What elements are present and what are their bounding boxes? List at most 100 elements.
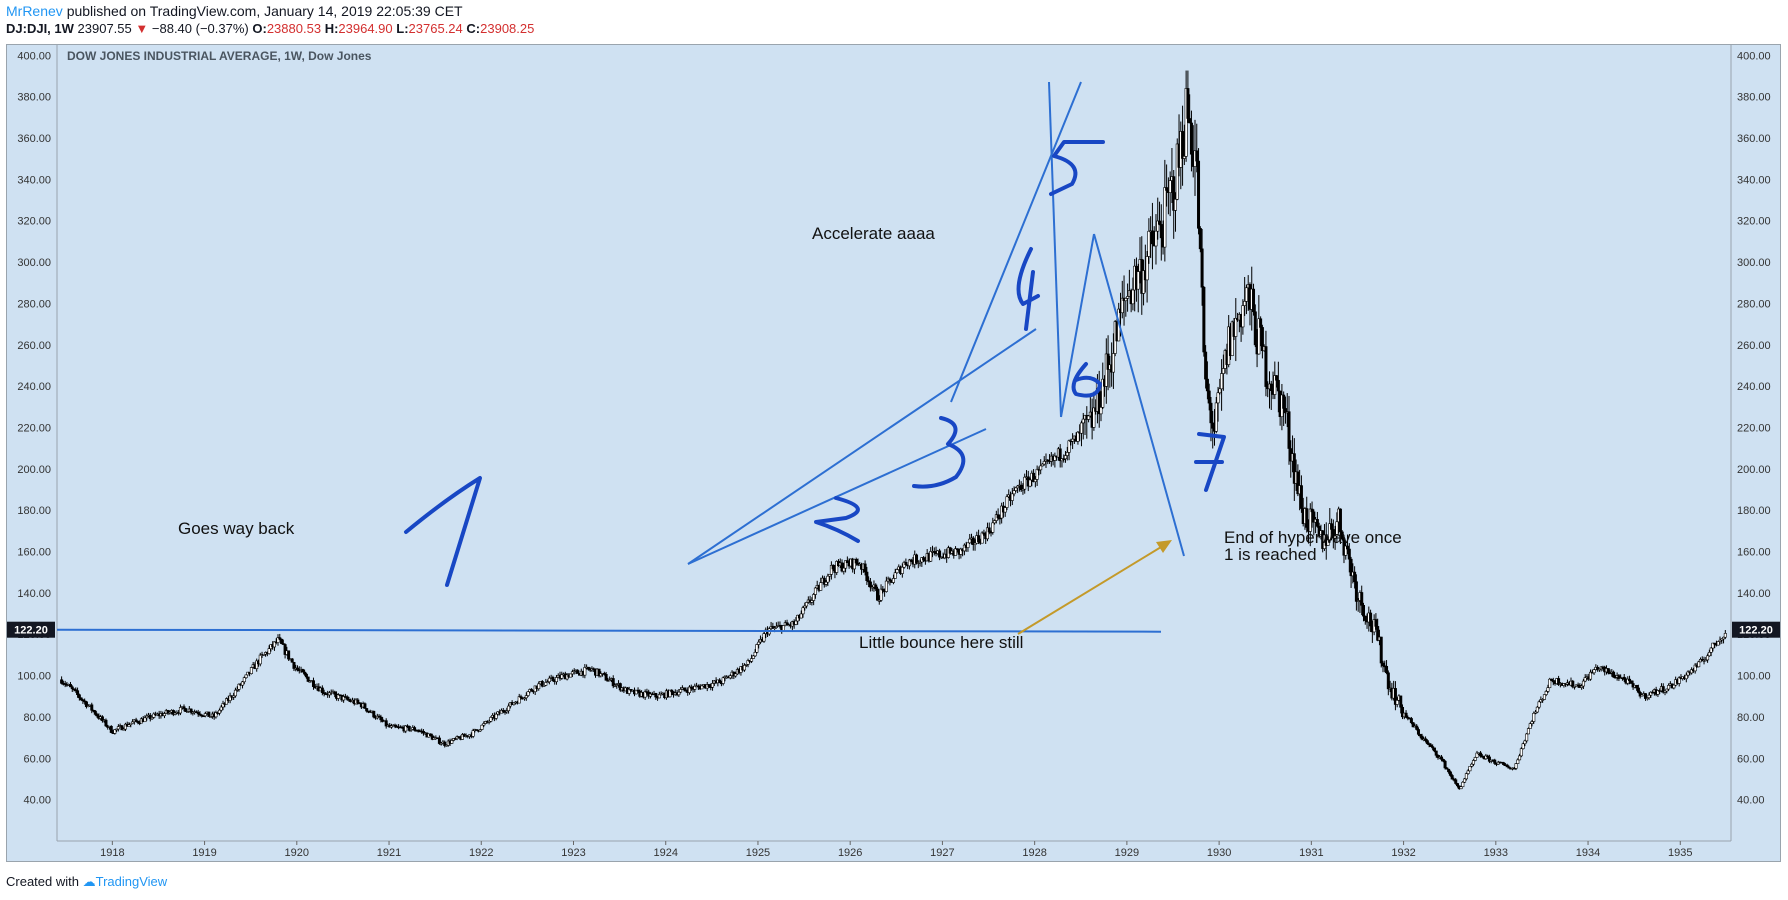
chart-container[interactable]: DOW JONES INDUSTRIAL AVERAGE, 1W, Dow Jo… bbox=[6, 44, 1781, 862]
author-link[interactable]: MrRenev bbox=[6, 3, 63, 19]
x-tick-label: 1918 bbox=[100, 847, 124, 859]
candle-body bbox=[1154, 230, 1158, 247]
candle-body bbox=[865, 571, 869, 581]
candle-body bbox=[1526, 728, 1530, 735]
candle-body bbox=[1441, 759, 1445, 762]
candle-body bbox=[1548, 678, 1552, 689]
candle-body bbox=[1434, 750, 1438, 756]
candle-body bbox=[1344, 545, 1348, 556]
candle-body bbox=[762, 633, 766, 642]
x-tick-label: 1923 bbox=[561, 847, 585, 859]
candle-body bbox=[742, 665, 746, 671]
handwritten-4 bbox=[1016, 247, 1040, 331]
annotation-arrow[interactable] bbox=[1017, 543, 1167, 635]
candle-body bbox=[1296, 471, 1300, 495]
candle-body bbox=[281, 643, 285, 645]
candle-body bbox=[129, 722, 133, 725]
open-value: 23880.53 bbox=[266, 21, 322, 36]
price-label-right: 122.20 bbox=[1739, 625, 1773, 637]
candle-body bbox=[1145, 256, 1149, 281]
annotation-text: Accelerate aaaa bbox=[812, 224, 935, 243]
candle-body bbox=[1062, 458, 1066, 460]
candle-body bbox=[751, 655, 755, 659]
trend-line[interactable] bbox=[950, 81, 1082, 403]
candle-body bbox=[689, 686, 693, 689]
candle-body bbox=[489, 717, 493, 722]
candle-body bbox=[255, 660, 259, 670]
candle-body bbox=[345, 696, 349, 700]
candle-body bbox=[893, 572, 897, 579]
candle-body bbox=[1260, 327, 1264, 352]
candle-body bbox=[991, 522, 995, 533]
x-tick-label: 1919 bbox=[192, 847, 216, 859]
candle-body bbox=[1147, 230, 1151, 257]
trend-line[interactable] bbox=[687, 328, 1037, 565]
tradingview-link[interactable]: TradingView bbox=[95, 874, 168, 889]
candle-body bbox=[72, 688, 76, 691]
candle-body bbox=[1723, 633, 1727, 638]
handwritten-1 bbox=[404, 476, 482, 587]
candle-body bbox=[1686, 671, 1690, 676]
drawings-layer bbox=[56, 81, 1226, 635]
candle-body bbox=[634, 689, 638, 695]
y-axis-right: 40.0060.0080.00100.00120.00140.00160.001… bbox=[1737, 50, 1771, 806]
candle-body bbox=[824, 581, 828, 585]
candle-body bbox=[867, 580, 871, 583]
candle-body bbox=[627, 689, 631, 694]
candle-body bbox=[1106, 353, 1110, 370]
candle-body bbox=[1218, 388, 1222, 394]
candle-body bbox=[178, 707, 182, 714]
candle-body bbox=[569, 673, 573, 678]
candle-body bbox=[439, 742, 443, 745]
candle-body bbox=[711, 683, 715, 688]
horizontal-level-line[interactable] bbox=[56, 628, 1162, 633]
candle-body bbox=[888, 578, 892, 581]
candle-body bbox=[700, 685, 704, 690]
candle-body bbox=[90, 704, 94, 711]
arrow-head-icon bbox=[1156, 540, 1172, 553]
candle-body bbox=[904, 561, 908, 566]
candle-body bbox=[1168, 180, 1172, 193]
trend-line[interactable] bbox=[1093, 233, 1185, 557]
candle-body bbox=[1374, 619, 1378, 627]
candle-body bbox=[1589, 671, 1593, 680]
candle-body bbox=[237, 683, 241, 690]
candle-body bbox=[1019, 484, 1023, 491]
candle-body bbox=[1399, 695, 1403, 708]
candle-body bbox=[840, 562, 844, 572]
candle-body bbox=[744, 664, 748, 666]
x-tick-label: 1935 bbox=[1668, 847, 1692, 859]
candle-body bbox=[1592, 669, 1596, 674]
candle-body bbox=[1197, 160, 1201, 229]
candle-body bbox=[1493, 759, 1497, 764]
candle-body bbox=[1418, 734, 1422, 737]
candle-body bbox=[1040, 463, 1044, 467]
candle-body bbox=[77, 694, 81, 699]
candle-body bbox=[1014, 487, 1018, 491]
candle-body bbox=[232, 695, 236, 698]
publish-info: MrRenev published on TradingView.com, Ja… bbox=[6, 3, 463, 19]
candle-body bbox=[407, 725, 411, 731]
candle-body bbox=[1432, 747, 1436, 752]
candle-body bbox=[1257, 318, 1261, 355]
candle-body bbox=[551, 677, 555, 681]
x-tick-label: 1927 bbox=[930, 847, 954, 859]
candle-body bbox=[162, 713, 166, 717]
candle-body bbox=[365, 708, 369, 712]
candle-body bbox=[1580, 685, 1584, 688]
candle-body bbox=[86, 705, 90, 707]
candle-body bbox=[1486, 755, 1490, 758]
candle-body bbox=[996, 514, 1000, 519]
trend-line[interactable] bbox=[1048, 81, 1062, 418]
candle-body bbox=[1198, 228, 1202, 250]
trend-line[interactable] bbox=[1060, 233, 1095, 418]
candle-body bbox=[184, 708, 188, 712]
candle-body bbox=[1534, 711, 1538, 714]
candle-body bbox=[283, 644, 287, 655]
candle-body bbox=[1241, 305, 1245, 328]
candle-body bbox=[182, 706, 186, 709]
candle-body bbox=[1200, 248, 1204, 288]
y-tick-label-right: 400.00 bbox=[1737, 50, 1771, 62]
price-chart[interactable]: DOW JONES INDUSTRIAL AVERAGE, 1W, Dow Jo… bbox=[6, 44, 1781, 862]
candle-body bbox=[304, 673, 308, 678]
